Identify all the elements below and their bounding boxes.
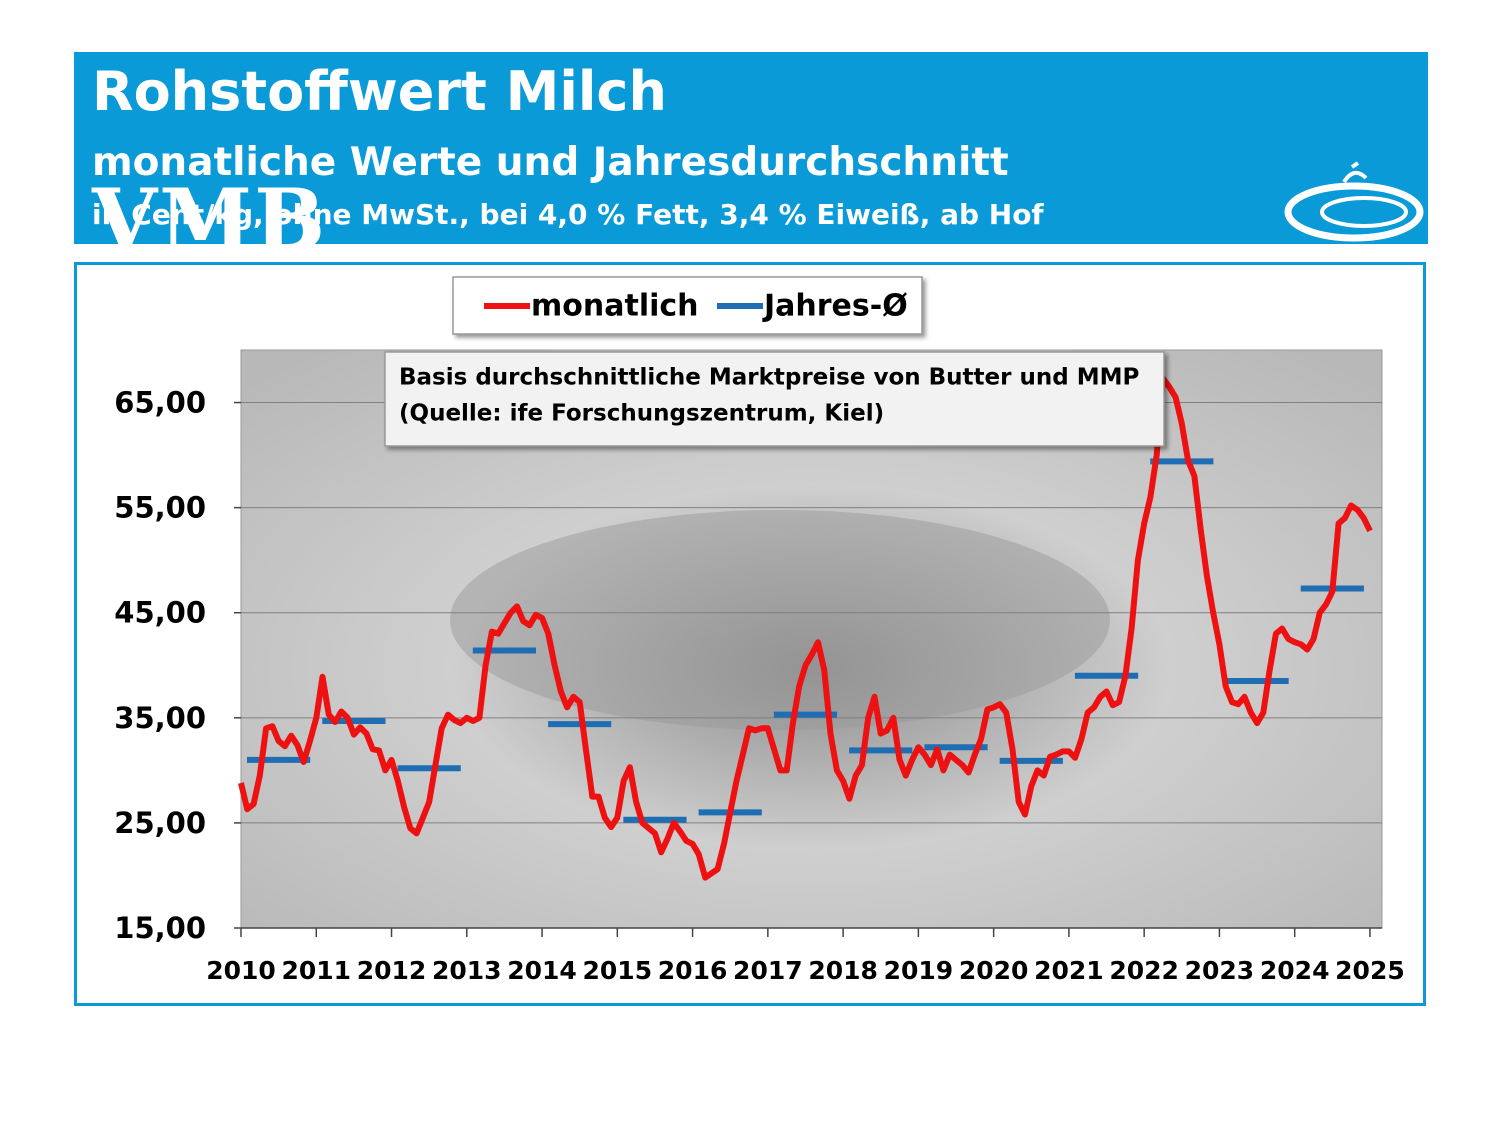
annotation-text: Basis durchschnittliche Marktpreise von …: [399, 365, 1139, 391]
x-tick-label: 2022: [1109, 956, 1179, 985]
x-tick-label: 2014: [507, 956, 577, 985]
y-tick-label: 35,00: [114, 701, 206, 735]
legend-label: Jahres-Ø: [762, 289, 908, 324]
legend-box: [452, 276, 923, 335]
y-tick-label: 55,00: [114, 491, 206, 525]
x-tick-label: 2024: [1260, 956, 1330, 985]
x-tick-label: 2021: [1034, 956, 1104, 985]
x-tick-label: 2017: [733, 956, 803, 985]
subtitle: monatliche Werte und Jahresdurchschnitt: [92, 140, 1009, 185]
y-tick-label: 15,00: [114, 911, 206, 945]
x-tick-label: 2013: [432, 956, 502, 985]
x-tick-label: 2025: [1335, 956, 1405, 985]
y-tick-label: 25,00: [114, 806, 206, 840]
unit-note: in Cent/kg, ohne MwSt., bei 4,0 % Fett, …: [92, 198, 1044, 231]
header: Rohstoffwert Milch monatliche Werte und …: [74, 52, 1428, 269]
monthly-line: [238, 375, 1373, 881]
annotation-text: (Quelle: ife Forschungszentrum, Kiel): [399, 401, 884, 427]
x-tick-label: 2011: [281, 956, 351, 985]
x-tick-label: 2018: [808, 956, 878, 985]
logo: VMB: [92, 170, 328, 269]
legend-label: monatlich: [531, 289, 699, 324]
x-tick-label: 2015: [583, 956, 653, 985]
background-decor: [450, 510, 1110, 730]
x-tick-label: 2019: [884, 956, 954, 985]
x-tick-label: 2010: [206, 956, 276, 985]
y-tick-label: 45,00: [114, 596, 206, 630]
x-tick-label: 2023: [1185, 956, 1255, 985]
annotation-box: [384, 351, 1165, 447]
y-tick-label: 65,00: [114, 386, 206, 420]
x-tick-label: 2020: [959, 956, 1029, 985]
logo-swoosh: [1284, 161, 1424, 242]
title: Rohstoffwert Milch: [92, 60, 667, 123]
x-tick-label: 2012: [357, 956, 427, 985]
x-tick-label: 2016: [658, 956, 728, 985]
